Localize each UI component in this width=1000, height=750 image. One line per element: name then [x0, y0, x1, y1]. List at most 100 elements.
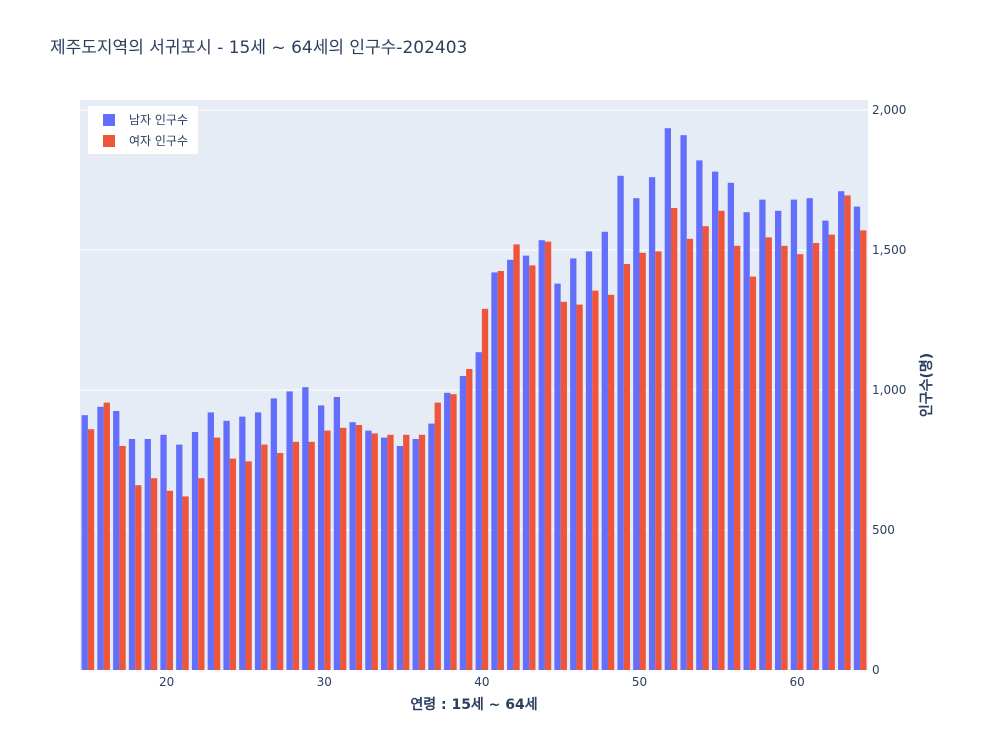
bar-female[interactable] — [718, 210, 725, 671]
bar-female[interactable] — [450, 394, 457, 670]
bar-male[interactable] — [128, 439, 136, 670]
bar-male[interactable] — [696, 160, 703, 670]
bar-female[interactable] — [277, 453, 284, 670]
bar-male[interactable] — [838, 191, 845, 670]
bar-male[interactable] — [396, 446, 404, 670]
bar-female[interactable] — [781, 245, 788, 671]
bar-female[interactable] — [812, 243, 820, 670]
bar-male[interactable] — [317, 405, 325, 670]
bar-male[interactable] — [381, 437, 388, 670]
bar-female[interactable] — [607, 294, 615, 670]
bar-male[interactable] — [349, 422, 356, 670]
bar-female[interactable] — [229, 458, 237, 670]
bar-female[interactable] — [340, 427, 347, 670]
bar-female[interactable] — [639, 252, 646, 671]
bar-male[interactable] — [97, 406, 104, 670]
bar-female[interactable] — [182, 496, 189, 670]
bar-female[interactable] — [418, 434, 426, 670]
bar-female[interactable] — [403, 434, 410, 670]
bar-male[interactable] — [680, 135, 687, 670]
bar-female[interactable] — [166, 490, 173, 670]
bar-female[interactable] — [87, 429, 95, 670]
bar-male[interactable] — [633, 198, 640, 670]
bar-male[interactable] — [459, 376, 467, 670]
bar-male[interactable] — [81, 415, 88, 670]
bar-male[interactable] — [144, 439, 151, 670]
bar-female[interactable] — [686, 238, 694, 671]
bar-female[interactable] — [702, 226, 709, 670]
bar-male[interactable] — [538, 240, 545, 670]
bar-male[interactable] — [207, 412, 214, 670]
bar-male[interactable] — [507, 259, 514, 670]
bar-male[interactable] — [601, 231, 608, 671]
bar-female[interactable] — [481, 308, 489, 670]
bar-female[interactable] — [245, 461, 252, 670]
bar-male[interactable] — [759, 199, 766, 670]
bar-female[interactable] — [560, 301, 567, 670]
bar-female[interactable] — [655, 251, 662, 670]
bar-male[interactable] — [727, 182, 735, 671]
bar-female[interactable] — [544, 241, 552, 670]
bar-male[interactable] — [491, 272, 498, 670]
bar-female[interactable] — [261, 444, 268, 670]
bar-male[interactable] — [160, 434, 167, 670]
bar-female[interactable] — [371, 433, 378, 670]
bar-male[interactable] — [428, 423, 435, 670]
bar-female[interactable] — [466, 369, 473, 670]
bar-female[interactable] — [119, 446, 126, 670]
bar-male[interactable] — [775, 210, 782, 671]
bar-female[interactable] — [355, 425, 363, 670]
bar-female[interactable] — [828, 234, 835, 670]
bar-male[interactable] — [554, 283, 561, 670]
bar-male[interactable] — [113, 411, 120, 670]
bar-female[interactable] — [576, 304, 583, 670]
bar-male[interactable] — [333, 397, 341, 670]
bar-male[interactable] — [664, 128, 671, 670]
bar-female[interactable] — [387, 434, 394, 670]
bar-female[interactable] — [434, 402, 441, 670]
bar-female[interactable] — [103, 402, 110, 670]
bar-female[interactable] — [529, 265, 536, 670]
bar-male[interactable] — [176, 444, 183, 670]
bar-male[interactable] — [853, 206, 861, 670]
bar-male[interactable] — [570, 258, 577, 670]
bar-female[interactable] — [308, 441, 315, 670]
bar-female[interactable] — [860, 230, 867, 670]
bar-female[interactable] — [135, 485, 142, 670]
bar-female[interactable] — [497, 271, 504, 670]
bar-male[interactable] — [617, 175, 624, 671]
bar-female[interactable] — [797, 254, 804, 670]
bar-male[interactable] — [365, 430, 372, 670]
bar-male[interactable] — [822, 220, 829, 670]
bar-female[interactable] — [292, 441, 300, 670]
bar-male[interactable] — [475, 352, 482, 670]
bar-female[interactable] — [150, 478, 158, 670]
bar-male[interactable] — [286, 391, 293, 670]
bar-female[interactable] — [765, 237, 772, 670]
bar-female[interactable] — [734, 245, 741, 671]
bar-female[interactable] — [671, 208, 678, 670]
bar-female[interactable] — [213, 437, 221, 670]
bar-male[interactable] — [743, 212, 750, 670]
bar-male[interactable] — [711, 171, 719, 670]
bar-female[interactable] — [844, 195, 851, 670]
bar-male[interactable] — [239, 416, 246, 670]
bar-female[interactable] — [324, 430, 331, 670]
bar-male[interactable] — [302, 387, 309, 670]
bar-female[interactable] — [749, 276, 757, 670]
bar-male[interactable] — [223, 420, 230, 670]
bar-male[interactable] — [522, 255, 530, 670]
bar-male[interactable] — [254, 412, 262, 670]
bar-male[interactable] — [412, 439, 419, 670]
bar-male[interactable] — [444, 392, 451, 670]
bar-male[interactable] — [191, 432, 199, 670]
bar-female[interactable] — [513, 244, 520, 670]
bar-male[interactable] — [790, 199, 798, 670]
bar-female[interactable] — [592, 290, 599, 670]
bar-male[interactable] — [270, 398, 277, 670]
bar-female[interactable] — [198, 478, 205, 670]
bar-male[interactable] — [648, 177, 656, 670]
bar-female[interactable] — [623, 264, 631, 670]
bar-male[interactable] — [806, 198, 813, 670]
